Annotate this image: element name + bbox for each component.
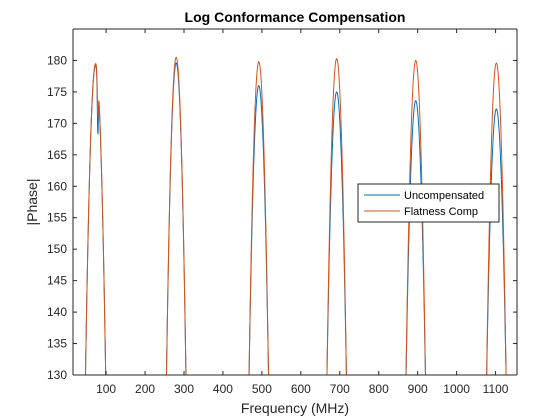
series-1-peak-3 <box>326 57 347 375</box>
legend-label: Uncompensated <box>404 190 484 202</box>
y-tick-label: 180 <box>47 53 67 67</box>
y-tick-label: 140 <box>47 305 67 319</box>
series-1-peak-1 <box>165 56 187 375</box>
x-tick-label: 900 <box>408 382 428 396</box>
chart-title: Log Conformance Compensation <box>185 9 406 25</box>
y-tick-label: 175 <box>47 85 67 99</box>
tick-labels: 100 200 300 400 500 600 700 800 900 1000 1100 130 13… <box>47 53 509 396</box>
legend-label: Flatness Comp <box>404 206 478 218</box>
x-tick-label: 300 <box>174 382 194 396</box>
axes <box>72 28 518 376</box>
y-tick-label: 150 <box>47 242 67 256</box>
y-tick-label: 155 <box>47 211 67 225</box>
x-tick-label: 100 <box>96 382 116 396</box>
x-tick-label: 200 <box>135 382 155 396</box>
x-tick-label: 1000 <box>443 382 470 396</box>
x-tick-label: 700 <box>330 382 350 396</box>
y-tick-label: 145 <box>47 274 67 288</box>
y-tick-label: 160 <box>47 179 67 193</box>
y-tick-label: 170 <box>47 116 67 130</box>
series-1-peak-0 <box>84 62 107 375</box>
x-tick-label: 1100 <box>483 382 509 396</box>
y-tick-label: 130 <box>47 368 67 382</box>
series-0-peak-5 <box>486 108 507 375</box>
x-tick-label: 800 <box>369 382 389 396</box>
x-tick-label: 600 <box>291 382 311 396</box>
y-tick-label: 135 <box>47 337 67 351</box>
y-axis-label: |Phase| <box>24 179 40 226</box>
legend-box <box>357 183 500 223</box>
legend: Uncompensated Flatness Comp <box>357 183 500 223</box>
x-axis-label: Frequency (MHz) <box>241 400 349 416</box>
x-tick-label: 500 <box>252 382 272 396</box>
x-tick-label: 400 <box>213 382 233 396</box>
series-1-peak-2 <box>248 60 270 375</box>
y-tick-label: 165 <box>47 148 67 162</box>
